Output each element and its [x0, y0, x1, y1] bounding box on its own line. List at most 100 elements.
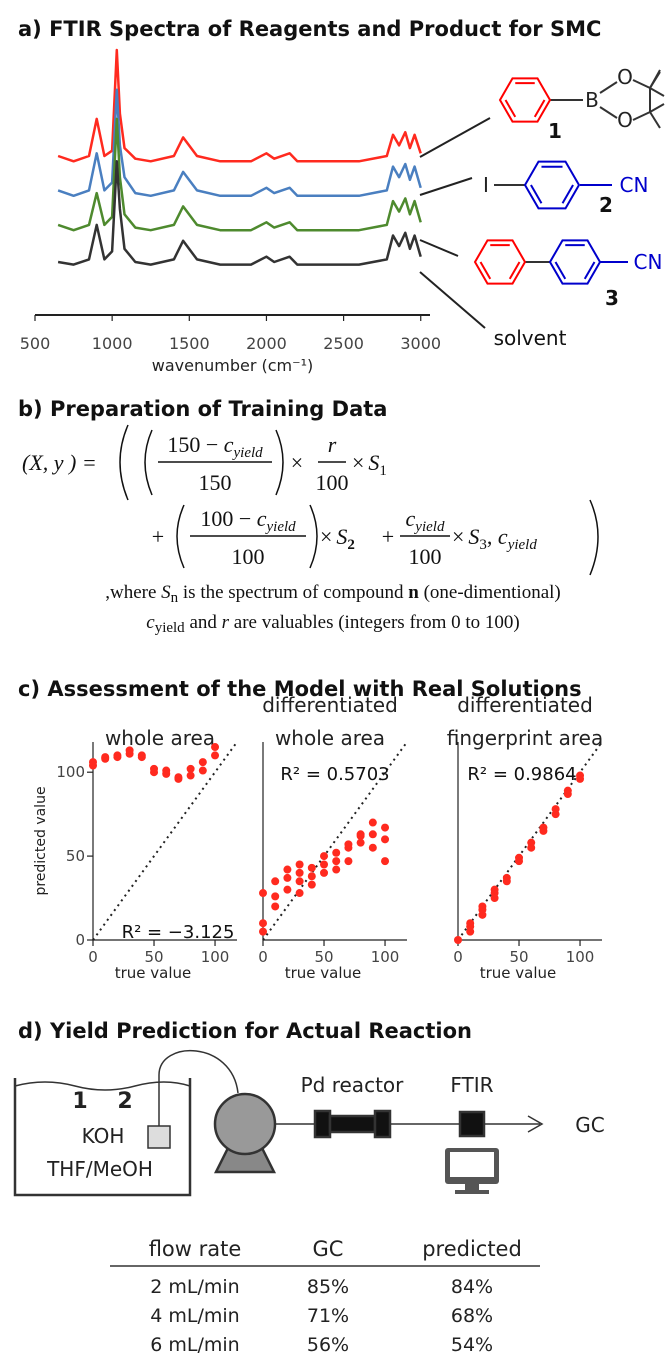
x-tick-label: 2500 — [323, 334, 364, 353]
paren — [176, 504, 185, 569]
x-axis-label: true value — [115, 964, 192, 982]
x-tick-label: 0 — [88, 948, 98, 966]
point — [368, 843, 377, 852]
point — [454, 936, 462, 944]
point — [332, 865, 341, 874]
bond — [599, 81, 618, 94]
point — [198, 766, 207, 775]
table-header: predicted — [422, 1237, 522, 1261]
formula: (X, y ) = — [22, 450, 97, 475]
formula: 100 — [409, 544, 442, 569]
double-bond — [530, 184, 543, 204]
diagram-label: 2 — [117, 1089, 132, 1114]
pump — [213, 1092, 277, 1156]
point — [307, 863, 316, 872]
ring — [548, 239, 602, 285]
paren — [309, 504, 318, 569]
bond — [632, 79, 651, 121]
formula: 150 − cyield — [167, 432, 263, 461]
stand — [455, 1190, 489, 1194]
atom: I — [483, 173, 489, 197]
note: ,where Sn is the spectrum of compound n … — [105, 582, 561, 606]
point — [490, 885, 499, 894]
point — [186, 764, 195, 773]
connector — [419, 239, 459, 257]
bond — [649, 71, 661, 89]
point — [344, 840, 353, 849]
fraction-bars — [119, 424, 599, 576]
chart-title: whole area — [275, 726, 385, 750]
point — [320, 868, 329, 877]
formula: 100 − cyield — [200, 506, 296, 535]
y-tick-label: 0 — [75, 931, 85, 949]
point — [162, 766, 171, 775]
x-tick-label: 2000 — [246, 334, 287, 353]
tube — [158, 1049, 239, 1126]
x-tick-label: 50 — [509, 948, 528, 966]
point — [259, 927, 267, 936]
bond — [649, 103, 665, 113]
paren — [144, 429, 153, 496]
connector — [419, 271, 486, 329]
ring — [523, 160, 581, 210]
ftir — [458, 1110, 486, 1138]
arrow — [527, 1115, 544, 1133]
paren — [275, 429, 284, 496]
spectrum — [57, 160, 422, 266]
note: cyield and r are valuables (integers fro… — [146, 612, 520, 636]
point — [259, 919, 267, 928]
panel-title: a) FTIR Spectra of Reagents and Product … — [18, 17, 601, 41]
diagram-label: FTIR — [450, 1073, 493, 1097]
point — [271, 902, 280, 911]
annotation: R² = 0.5703 — [280, 764, 389, 785]
atom: O — [617, 108, 633, 132]
point — [198, 758, 207, 767]
point — [113, 751, 122, 760]
formula: × S3, cyield — [452, 524, 537, 553]
x-tick-label: 0 — [453, 948, 463, 966]
paren — [589, 499, 599, 576]
point — [478, 902, 487, 911]
point — [125, 746, 134, 755]
table-header: flow rate — [149, 1237, 242, 1261]
ring — [473, 239, 527, 285]
x-tick-label: 50 — [144, 948, 163, 966]
double-bond — [504, 99, 517, 118]
ring — [498, 77, 552, 123]
point — [368, 830, 377, 839]
chart-title: fingerprint area — [447, 726, 603, 750]
spectrum — [57, 88, 422, 198]
point — [356, 830, 365, 839]
point — [332, 857, 341, 866]
annotation: R² = −3.125 — [122, 922, 235, 943]
atom: B — [585, 88, 599, 112]
diagram-label: THF/MeOH — [46, 1157, 153, 1181]
trace-label: 3 — [605, 286, 619, 310]
point — [101, 753, 110, 762]
reference-line — [262, 741, 408, 941]
double-bond — [583, 261, 596, 280]
spectrum — [57, 117, 422, 232]
diagram-label: 1 — [72, 1089, 87, 1114]
trace-label: solvent — [494, 326, 567, 350]
annotation: R² = 0.9864 — [467, 764, 576, 785]
table-cell: 54% — [451, 1334, 493, 1356]
table-cell: 68% — [451, 1305, 493, 1327]
spectrum — [57, 48, 422, 163]
point — [295, 877, 304, 886]
x-tick-label: 100 — [201, 948, 230, 966]
point — [466, 919, 475, 928]
formula: + — [382, 524, 394, 549]
x-axis-label: wavenumber (cm⁻¹) — [152, 356, 313, 375]
atom: O — [617, 65, 633, 89]
atom: CN — [620, 173, 649, 197]
y-tick-label: 100 — [56, 763, 85, 781]
y-axis-label: predicted value — [33, 786, 49, 895]
connector — [419, 117, 491, 158]
stand — [465, 1184, 479, 1190]
paren — [119, 424, 129, 501]
point — [295, 889, 304, 898]
point — [295, 868, 304, 877]
table-cell: 4 mL/min — [150, 1305, 239, 1327]
